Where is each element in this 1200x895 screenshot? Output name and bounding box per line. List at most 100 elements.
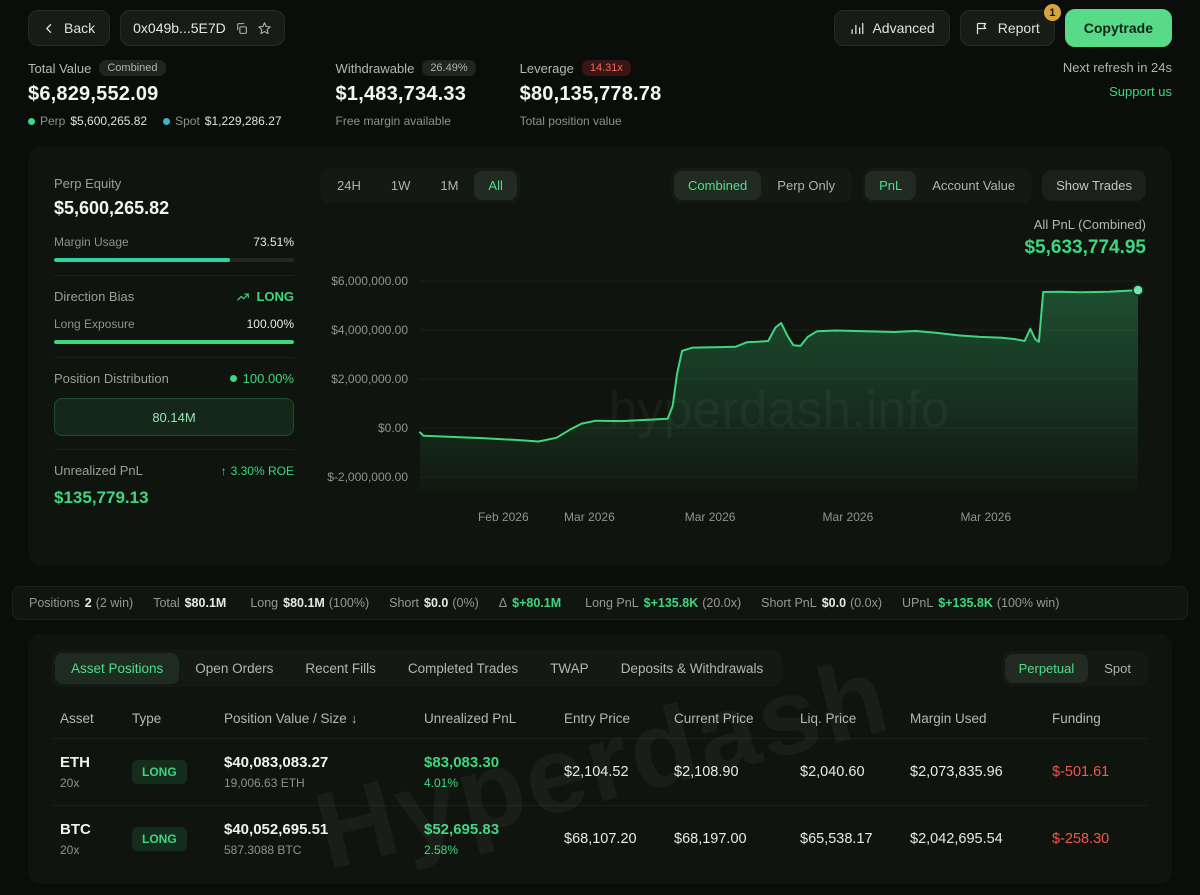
tab-perpetual[interactable]: Perpetual — [1004, 654, 1089, 683]
margin-used: $2,073,835.96 — [902, 738, 1044, 806]
funding: $-501.61 — [1044, 738, 1148, 806]
perp-equity-value: $5,600,265.82 — [54, 198, 170, 218]
tab-deposits-withdrawals[interactable]: Deposits & Withdrawals — [605, 653, 780, 684]
back-button[interactable]: Back — [28, 10, 111, 46]
tab-recent-fills[interactable]: Recent Fills — [289, 653, 392, 684]
refresh-block: Next refresh in 24s Support us — [1063, 60, 1172, 99]
positions-table-card: Asset Positions Open Orders Recent Fills… — [28, 634, 1172, 884]
svg-text:$4,000,000.00: $4,000,000.00 — [331, 323, 408, 337]
col-funding: Funding — [1052, 711, 1101, 726]
col-margin-used: Margin Used — [910, 711, 987, 726]
tab-open-orders[interactable]: Open Orders — [179, 653, 289, 684]
position-distribution-value: 100.00% — [229, 371, 294, 386]
svg-text:$2,000,000.00: $2,000,000.00 — [331, 372, 408, 386]
position-side-badge: LONG — [132, 760, 187, 784]
summary-short: Short $0.0 (0%) — [389, 596, 479, 610]
bar-chart-icon — [849, 21, 864, 36]
position-row-eth[interactable]: ETH 20x LONG $40,083,083.27 19,006.63 ETH $83… — [52, 738, 1148, 806]
range-24h-tab[interactable]: 24H — [323, 171, 375, 200]
refresh-countdown: Next refresh in 24s — [1062, 60, 1172, 75]
trend-up-icon — [237, 293, 250, 300]
wallet-address: 0x049b...5E7D — [133, 20, 226, 36]
col-position-value[interactable]: Position Value / Size ↓ — [224, 711, 358, 726]
long-exposure-value: 100.00% — [246, 317, 294, 331]
wallet-address-pill[interactable]: 0x049b...5E7D — [120, 10, 285, 46]
margin-usage-value: 73.51% — [253, 235, 294, 249]
report-button[interactable]: Report 1 — [959, 4, 1061, 46]
chart-card: Perp Equity $5,600,265.82 Margin Usage 7… — [28, 146, 1172, 566]
advanced-button[interactable]: Advanced — [834, 10, 950, 46]
unrealized-pnl: $52,695.83 — [424, 821, 500, 838]
account-metrics-panel: Perp Equity $5,600,265.82 Margin Usage 7… — [54, 168, 294, 544]
position-value: $40,052,695.51 — [224, 821, 329, 838]
metric-pnl-tab[interactable]: PnL — [865, 171, 917, 200]
leverage-sub: Total position value — [519, 114, 622, 128]
tab-completed-trades[interactable]: Completed Trades — [392, 653, 534, 684]
chart-end-marker — [1132, 284, 1144, 296]
entry-price: $2,104.52 — [556, 738, 666, 806]
stat-leverage: Leverage 14.31x $80,135,778.78 Total pos… — [520, 60, 662, 128]
chevron-left-icon — [43, 22, 56, 35]
total-value: $6,829,552.09 — [28, 83, 159, 105]
direction-bias-label: Direction Bias — [54, 289, 135, 304]
metric-tabs: PnL Account Value — [862, 168, 1033, 203]
asset-leverage: 20x — [60, 843, 80, 857]
report-label: Report — [997, 20, 1040, 36]
col-entry-price: Entry Price — [564, 711, 631, 726]
asset-leverage: 20x — [60, 776, 80, 790]
all-pnl-label: All PnL (Combined) — [1033, 217, 1146, 232]
copy-icon[interactable] — [235, 22, 248, 35]
margin-used: $2,042,695.54 — [902, 805, 1044, 872]
spot-dot-icon — [163, 117, 171, 125]
pnl-chart[interactable]: hyperdash.info$6,000,000.00$4,000,000.00… — [320, 267, 1146, 531]
col-asset: Asset — [60, 711, 94, 726]
all-pnl-total: All PnL (Combined) $5,633,774.95 — [320, 217, 1146, 259]
arrow-up-icon: ↑ — [220, 463, 227, 478]
tab-asset-positions[interactable]: Asset Positions — [55, 653, 180, 684]
positions-summary-bar: Positions 2 (2 win) Total $80.1M Long $80.1M… — [12, 586, 1188, 620]
range-1w-tab[interactable]: 1W — [377, 171, 425, 200]
mode-tabs: Combined Perp Only — [671, 168, 853, 203]
tab-twap[interactable]: TWAP — [534, 653, 605, 684]
position-row-btc[interactable]: BTC 20x LONG $40,052,695.51 587.3088 BTC $52,… — [52, 805, 1148, 872]
withdrawable-label: Withdrawable — [335, 60, 415, 76]
range-all-tab[interactable]: All — [474, 171, 517, 200]
sort-desc-icon: ↓ — [350, 711, 358, 726]
support-us-link[interactable]: Support us — [1109, 84, 1172, 99]
svg-text:Mar 2026: Mar 2026 — [685, 510, 736, 524]
summary-positions: Positions 2 (2 win) — [29, 596, 134, 610]
star-icon[interactable] — [257, 21, 272, 36]
position-size: 19,006.63 ETH — [224, 776, 305, 790]
margin-usage-bar — [54, 258, 294, 262]
unrealized-pnl-pct: 4.01% — [424, 776, 459, 790]
asset-symbol: BTC — [60, 821, 91, 838]
position-distribution-box: 80.14M — [54, 398, 294, 436]
current-price: $68,197.00 — [666, 805, 792, 872]
long-exposure-bar — [54, 340, 294, 344]
unrealized-pnl: $83,083.30 — [424, 754, 500, 771]
copytrade-button[interactable]: Copytrade — [1064, 9, 1172, 47]
tab-spot[interactable]: Spot — [1090, 654, 1145, 683]
svg-text:$-2,000,000.00: $-2,000,000.00 — [327, 470, 408, 484]
stat-withdrawable: Withdrawable 26.49% $1,483,734.33 Free m… — [336, 60, 476, 128]
summary-delta: Δ $+80.1M — [498, 596, 562, 610]
perp-breakdown: Perp $5,600,265.82 — [28, 114, 147, 128]
svg-text:Mar 2026: Mar 2026 — [960, 510, 1011, 524]
position-size: 587.3088 BTC — [224, 843, 302, 857]
table-tabs: Asset Positions Open Orders Recent Fills… — [52, 650, 783, 687]
mode-perp-only-tab[interactable]: Perp Only — [763, 171, 849, 200]
show-trades-button[interactable]: Show Trades — [1042, 170, 1146, 201]
combined-badge: Combined — [99, 60, 166, 76]
col-current-price: Current Price — [674, 711, 754, 726]
positions-table: Asset Type Position Value / Size ↓ Unreal… — [52, 697, 1148, 872]
col-liq-price: Liq. Price — [800, 711, 857, 726]
withdrawable-pct-badge: 26.49% — [422, 60, 476, 76]
unrealized-pnl-label: Unrealized PnL — [54, 463, 143, 478]
svg-text:$0.00: $0.00 — [378, 421, 408, 435]
mode-combined-tab[interactable]: Combined — [674, 171, 762, 200]
market-tabs: Perpetual Spot — [1001, 651, 1148, 686]
spot-breakdown: Spot $1,229,286.27 — [163, 114, 282, 128]
range-1m-tab[interactable]: 1M — [426, 171, 472, 200]
metric-account-value-tab[interactable]: Account Value — [918, 171, 1029, 200]
leverage-label: Leverage — [519, 60, 574, 76]
